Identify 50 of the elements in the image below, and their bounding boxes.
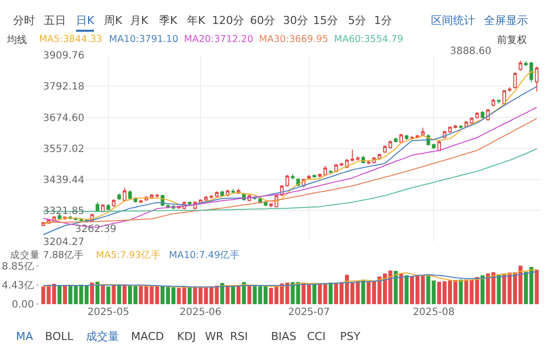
x-tick-label: 2025-05 xyxy=(87,307,130,318)
text: MA30:3669.95 xyxy=(259,34,328,45)
text: RSI xyxy=(230,330,248,343)
text: 5分 xyxy=(348,14,366,27)
text: 1分 xyxy=(374,14,392,27)
text: PSY xyxy=(340,330,361,343)
text: 30分 xyxy=(283,14,308,27)
text: 季K xyxy=(159,14,178,27)
x-tick-label: 2025-07 xyxy=(288,307,330,318)
text: 月K xyxy=(130,14,149,27)
text: 15分 xyxy=(313,14,338,27)
y-tick-label: 3439.44 xyxy=(43,174,84,186)
text: 全屏显示 xyxy=(484,14,528,27)
text: MA10:7.49亿手 xyxy=(169,249,240,261)
text: CCI xyxy=(307,330,326,343)
annotation: 3888.60 xyxy=(450,46,492,57)
text: 区间统计 xyxy=(431,14,475,27)
text: MA10:3791.10 xyxy=(109,34,178,45)
y-tick-label: 3792.18 xyxy=(43,82,84,93)
text: 周K xyxy=(104,14,123,27)
y-tick-label: 3674.60 xyxy=(43,112,84,124)
y-tick-label: 8.85亿 xyxy=(2,261,34,272)
text: MACD xyxy=(131,330,164,343)
text: 日K xyxy=(76,14,95,27)
text: MA xyxy=(16,330,34,343)
y-tick-label: 3204.27 xyxy=(43,237,84,248)
text: 前复权 xyxy=(497,34,527,46)
y-tick-label: 3909.76 xyxy=(43,50,84,62)
text: 60分 xyxy=(250,14,275,27)
text: MA5:7.93亿手 xyxy=(96,249,162,261)
x-tick-label: 2025-08 xyxy=(412,307,455,318)
x-tick-label: 2025-06 xyxy=(180,307,222,318)
y-tick-label: 3557.02 xyxy=(43,144,84,155)
annotation: 3262.39 xyxy=(75,224,116,235)
y-tick-label: 4.43亿 xyxy=(2,280,34,292)
text: MA5:3844.33 xyxy=(39,34,102,45)
text: BOLL xyxy=(45,330,74,343)
text: BIAS xyxy=(271,330,296,343)
text: 五日 xyxy=(44,14,66,27)
text: 均线 xyxy=(6,34,27,46)
y-tick-label: 0.00 xyxy=(12,300,34,311)
text: 成交量 7.88亿手 xyxy=(10,249,84,261)
text: MA60:3554.79 xyxy=(334,34,404,45)
text: 成交量 xyxy=(86,330,119,343)
text: MA20:3712.20 xyxy=(184,34,254,45)
text: 年K xyxy=(187,14,206,27)
text: KDJ xyxy=(177,330,196,343)
text: 120分 xyxy=(212,14,244,27)
text: 分时 xyxy=(13,14,35,27)
text: WR xyxy=(205,330,224,343)
